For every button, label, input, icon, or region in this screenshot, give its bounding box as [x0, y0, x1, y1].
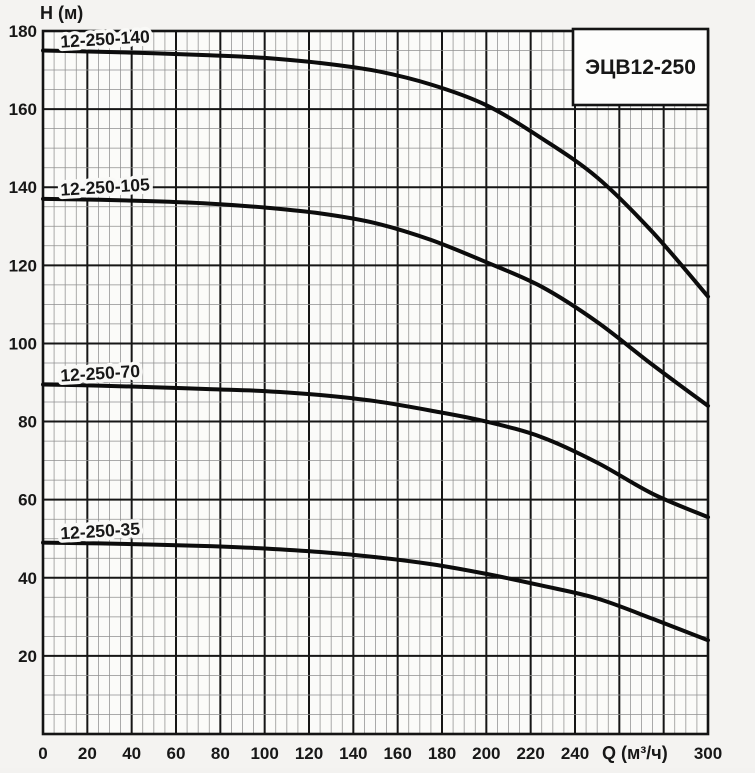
x-tick-label-60: 60 [167, 744, 186, 763]
x-tick-label-100: 100 [250, 744, 278, 763]
chart-title: ЭЦВ12-250 [585, 56, 696, 79]
y-tick-label-140: 140 [9, 178, 37, 197]
x-tick-label-120: 120 [295, 744, 323, 763]
x-tick-label-0: 0 [38, 744, 47, 763]
y-tick-label-20: 20 [18, 647, 37, 666]
curve-12-250-105 [41, 196, 710, 408]
y-tick-label-100: 100 [9, 334, 37, 353]
x-tick-label-180: 180 [428, 744, 456, 763]
y-tick-label-180: 180 [9, 22, 37, 41]
x-tick-label-40: 40 [122, 744, 141, 763]
curve-12-250-70 [41, 382, 710, 520]
x-axis-title: Q (м³/ч) [602, 743, 668, 763]
curve-12-250-35 [41, 540, 710, 643]
plot-border [41, 29, 710, 736]
y-tick-label-40: 40 [18, 569, 37, 588]
chart-title-box [571, 27, 710, 107]
x-tick-label-300: 300 [694, 744, 722, 763]
y-tick-label-160: 160 [9, 100, 37, 119]
y-tick-label-60: 60 [18, 491, 37, 510]
x-tick-label-220: 220 [516, 744, 544, 763]
x-tick-label-200: 200 [472, 744, 500, 763]
curve-12-250-140 [41, 48, 710, 299]
x-tick-label-160: 160 [383, 744, 411, 763]
y-tick-label-120: 120 [9, 256, 37, 275]
x-tick-label-140: 140 [339, 744, 367, 763]
x-tick-label-20: 20 [78, 744, 97, 763]
curve-label-12-250-70: 12-250-70 [60, 361, 141, 386]
y-tick-label-80: 80 [18, 413, 37, 432]
y-axis-title: H (м) [40, 3, 83, 23]
x-tick-label-80: 80 [211, 744, 230, 763]
x-tick-label-240: 240 [561, 744, 589, 763]
